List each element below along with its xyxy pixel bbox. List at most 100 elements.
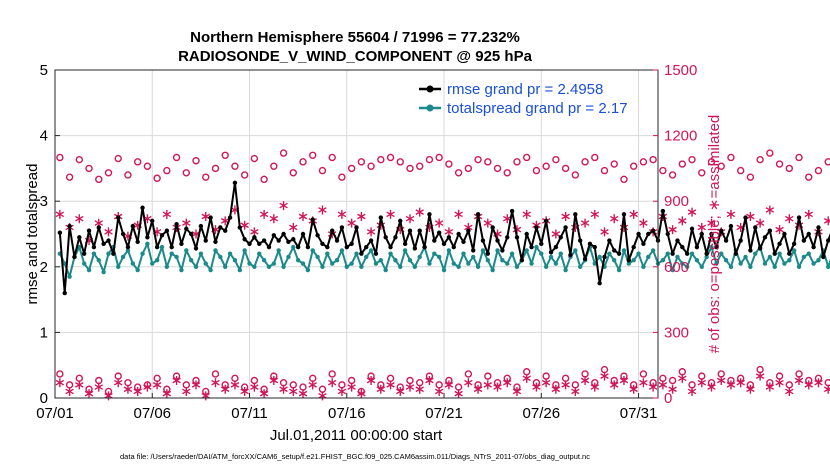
spread-point-46 xyxy=(281,264,286,269)
rmse-point-119 xyxy=(636,231,641,237)
rmse-point-146 xyxy=(767,228,773,233)
rmse-point-57 xyxy=(334,238,340,243)
spread-point-58 xyxy=(339,248,345,253)
obs-possible-top-40 xyxy=(445,160,453,168)
rmse-point-153 xyxy=(801,238,807,243)
obs-possible-top-46 xyxy=(503,169,511,177)
obs-assimilated-bottom-32 xyxy=(366,376,376,386)
obs-assimilated-bottom-58 xyxy=(619,376,629,386)
rmse-point-83 xyxy=(461,239,466,245)
obs-possible-top-6 xyxy=(114,154,122,163)
obs-assimilated-bottom-61 xyxy=(648,382,658,392)
obs-assimilated-top-23 xyxy=(279,201,288,211)
rmse-point-76 xyxy=(427,212,432,217)
rmse-point-142 xyxy=(748,248,753,253)
obs-possible-bottom-16 xyxy=(211,370,220,378)
spread-point-117 xyxy=(626,261,632,266)
rmse-point-99 xyxy=(539,241,544,247)
rmse-point-23 xyxy=(169,244,174,250)
obs-assimilated-bottom-50 xyxy=(541,378,551,388)
spread-point-6 xyxy=(86,267,92,273)
spread-point-74 xyxy=(417,254,422,260)
spread-point-71 xyxy=(402,248,408,253)
rmse-point-82 xyxy=(456,231,461,237)
spread-point-125 xyxy=(665,251,670,256)
rmse-point-141 xyxy=(743,215,748,220)
spread-point-55 xyxy=(325,251,330,256)
spread-point-68 xyxy=(388,251,393,256)
obs-assimilated-bottom-12 xyxy=(172,376,181,386)
obs-assimilated-top-63 xyxy=(668,225,677,235)
obs-possible-top-56 xyxy=(600,166,609,175)
rmse-point-32 xyxy=(213,239,218,245)
rmse-point-96 xyxy=(524,231,529,237)
spread-point-24 xyxy=(174,254,179,260)
spread-point-116 xyxy=(621,248,627,253)
spread-point-88 xyxy=(485,258,490,263)
rmse-point-77 xyxy=(432,238,437,243)
obs-assimilated-bottom-45 xyxy=(493,382,502,392)
spread-point-48 xyxy=(291,244,296,250)
obs-assimilated-bottom-57 xyxy=(609,380,619,390)
obs-possible-bottom-28 xyxy=(328,370,336,378)
rmse-point-154 xyxy=(806,231,811,237)
spread-point-25 xyxy=(179,267,184,273)
rmse-point-39 xyxy=(247,241,252,247)
spread-point-129 xyxy=(684,264,690,269)
obs-possible-top-68 xyxy=(717,162,725,170)
spread-point-82 xyxy=(456,264,461,269)
spread-point-59 xyxy=(344,264,349,269)
spread-point-43 xyxy=(266,264,272,269)
spread-line xyxy=(58,242,830,278)
rmse-point-29 xyxy=(198,223,204,229)
obs-possible-top-26 xyxy=(309,151,317,159)
rmse-point-9 xyxy=(101,241,106,247)
spread-point-130 xyxy=(689,251,695,256)
obs-possible-top-54 xyxy=(581,158,589,166)
rmse-point-49 xyxy=(295,244,301,250)
rmse-point-136 xyxy=(719,228,724,233)
spread-point-39 xyxy=(247,261,252,266)
obs-assimilated-bottom-78 xyxy=(814,378,823,388)
spread-point-84 xyxy=(466,261,471,266)
rmse-point-124 xyxy=(660,208,666,214)
obs-assimilated-bottom-26 xyxy=(308,380,317,390)
obs-possible-top-22 xyxy=(270,162,278,170)
obs-possible-top-10 xyxy=(153,174,161,182)
obs-assimilated-bottom-22 xyxy=(269,376,279,386)
obs-possible-top-66 xyxy=(698,169,706,177)
rmse-point-43 xyxy=(266,244,272,250)
obs-possible-bottom-44 xyxy=(484,372,492,380)
rmse-point-85 xyxy=(471,248,476,253)
spread-point-92 xyxy=(505,261,510,266)
obs-assimilated-top-2 xyxy=(75,214,84,224)
rmse-point-14 xyxy=(125,244,131,250)
rmse-point-143 xyxy=(753,225,758,230)
obs-possible-top-72 xyxy=(756,155,764,164)
obs-assimilated-top-0 xyxy=(55,209,65,219)
obs-possible-top-71 xyxy=(746,173,755,181)
obs-assimilated-bottom-40 xyxy=(444,380,454,390)
rmse-point-20 xyxy=(154,244,160,250)
spread-point-106 xyxy=(573,248,578,253)
obs-assimilated-bottom-20 xyxy=(250,382,259,392)
obs-assimilated-bottom-73 xyxy=(765,382,775,392)
spread-point-73 xyxy=(412,264,418,269)
obs-assimilated-bottom-33 xyxy=(376,384,386,394)
obs-assimilated-bottom-70 xyxy=(736,378,745,388)
rmse-point-105 xyxy=(568,252,573,258)
obs-assimilated-top-13 xyxy=(182,218,191,228)
spread-point-158 xyxy=(826,264,830,269)
spread-point-94 xyxy=(514,264,520,269)
obs-possible-top-4 xyxy=(95,175,103,184)
spread-point-45 xyxy=(276,248,281,253)
obs-possible-top-38 xyxy=(425,155,434,164)
obs-assimilated-bottom-59 xyxy=(629,384,638,394)
rmse-point-73 xyxy=(412,246,418,251)
spread-point-32 xyxy=(213,248,218,253)
x-tick-label-3: 07/16 xyxy=(328,405,366,422)
spread-point-137 xyxy=(723,258,729,263)
obs-assimilated-top-73 xyxy=(765,205,775,215)
spread-point-114 xyxy=(612,258,617,263)
